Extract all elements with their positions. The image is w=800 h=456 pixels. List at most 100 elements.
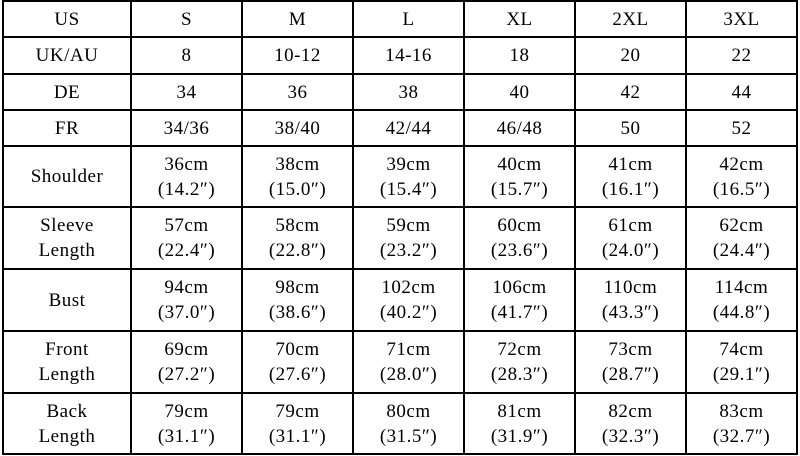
cell-line: 79cm [164, 400, 209, 422]
row-label: Bust [4, 270, 132, 332]
header-cell: M [243, 2, 354, 38]
cell-line: 70cm [275, 339, 320, 360]
table-cell: 61cm (24.0″) [576, 208, 687, 270]
table-cell: 42cm (16.5″) [687, 147, 798, 208]
cell-line: (41.7″) [490, 302, 549, 323]
table-cell: 22 [687, 38, 798, 75]
cell-line: (15.7″) [490, 178, 549, 200]
table-cell: 73cm (28.7″) [576, 332, 687, 394]
row-label: Sleeve Length [4, 208, 132, 270]
header-cell: S [132, 2, 243, 38]
table-cell: 18 [465, 38, 576, 75]
table-cell: 42/44 [354, 111, 465, 147]
cell-line: 73cm [608, 339, 653, 360]
table-cell: 79cm (31.1″) [243, 394, 354, 455]
row-label: DE [4, 75, 132, 111]
cell-line: Length [38, 364, 96, 385]
header-cell: XL [465, 2, 576, 38]
table-cell: 114cm (44.8″) [687, 270, 798, 332]
cell-line: 60cm [497, 215, 542, 236]
cell-line: (28.3″) [490, 364, 549, 385]
header-cell: 3XL [687, 2, 798, 38]
cell-line: 80cm [386, 400, 431, 422]
header-cell: US [4, 2, 132, 38]
cell-line: (15.4″) [379, 178, 438, 200]
cell-line: 61cm [608, 215, 653, 236]
cell-line: (23.6″) [490, 240, 549, 261]
cell-line: 102cm [381, 277, 436, 298]
cell-line: 40cm [497, 153, 542, 175]
table-cell: 38cm (15.0″) [243, 147, 354, 208]
table-cell: 14-16 [354, 38, 465, 75]
table-cell: 20 [576, 38, 687, 75]
cell-line: 81cm [497, 400, 542, 422]
cell-line: 42cm [719, 153, 764, 175]
table-cell: 52 [687, 111, 798, 147]
table-cell: 46/48 [465, 111, 576, 147]
cell-line: (32.3″) [601, 425, 660, 447]
table-cell: 39cm (15.4″) [354, 147, 465, 208]
table-cell: 80cm (31.5″) [354, 394, 465, 455]
cell-line: (22.4″) [157, 240, 216, 261]
table-cell: 69cm (27.2″) [132, 332, 243, 394]
cell-line: 57cm [164, 215, 209, 236]
table-cell: 83cm (32.7″) [687, 394, 798, 455]
cell-line: 39cm [386, 153, 431, 175]
cell-line: (31.1″) [157, 425, 216, 447]
cell-line: Front [45, 339, 89, 360]
cell-line: 58cm [275, 215, 320, 236]
cell-line: Back [46, 400, 88, 422]
table-cell: 40cm (15.7″) [465, 147, 576, 208]
table-cell: 40 [465, 75, 576, 111]
cell-line: (28.0″) [379, 364, 438, 385]
table-cell: 81cm (31.9″) [465, 394, 576, 455]
cell-line: (37.0″) [157, 302, 216, 323]
cell-line: Length [38, 425, 96, 447]
table-cell: 98cm (38.6″) [243, 270, 354, 332]
table-cell: 42 [576, 75, 687, 111]
cell-line: 98cm [275, 277, 320, 298]
cell-line: 71cm [386, 339, 431, 360]
cell-line: 94cm [164, 277, 209, 298]
table-cell: 72cm (28.3″) [465, 332, 576, 394]
table-cell: 8 [132, 38, 243, 75]
row-label: FR [4, 111, 132, 147]
cell-line: 62cm [719, 215, 764, 236]
table-cell: 58cm (22.8″) [243, 208, 354, 270]
row-label: Shoulder [4, 147, 132, 208]
table-cell: 106cm (41.7″) [465, 270, 576, 332]
row-label: Front Length [4, 332, 132, 394]
cell-line: 36cm [164, 153, 209, 175]
cell-line: (24.0″) [601, 240, 660, 261]
table-cell: 102cm (40.2″) [354, 270, 465, 332]
cell-line: (43.3″) [601, 302, 660, 323]
cell-line: 69cm [164, 339, 209, 360]
cell-line: 72cm [497, 339, 542, 360]
row-label: Back Length [4, 394, 132, 455]
cell-line: 110cm [603, 277, 658, 298]
cell-line: (16.5″) [712, 178, 771, 200]
table-cell: 57cm (22.4″) [132, 208, 243, 270]
cell-line: 79cm [275, 400, 320, 422]
cell-line: 74cm [719, 339, 764, 360]
cell-line: 82cm [608, 400, 653, 422]
cell-line: (40.2″) [379, 302, 438, 323]
header-cell: 2XL [576, 2, 687, 38]
cell-line: (16.1″) [601, 178, 660, 200]
cell-line: (29.1″) [712, 364, 771, 385]
cell-line: (27.6″) [268, 364, 327, 385]
cell-line: (27.2″) [157, 364, 216, 385]
cell-line: 83cm [719, 400, 764, 422]
cell-line: 114cm [714, 277, 769, 298]
cell-line: (31.1″) [268, 425, 327, 447]
cell-line: (38.6″) [268, 302, 327, 323]
cell-line: (28.7″) [601, 364, 660, 385]
table-cell: 34/36 [132, 111, 243, 147]
cell-line: 106cm [492, 277, 547, 298]
cell-line: (44.8″) [712, 302, 771, 323]
cell-line: (32.7″) [712, 425, 771, 447]
table-cell: 41cm (16.1″) [576, 147, 687, 208]
table-cell: 94cm (37.0″) [132, 270, 243, 332]
